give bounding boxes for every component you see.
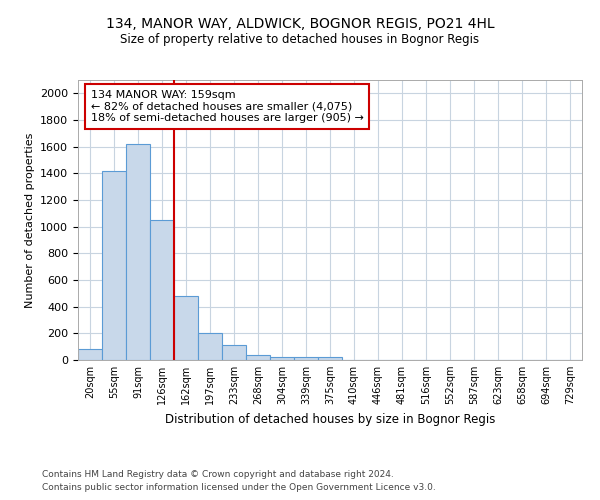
Bar [78, 350, 102, 360]
Bar [126, 144, 150, 360]
Text: Contains public sector information licensed under the Open Government Licence v3: Contains public sector information licen… [42, 482, 436, 492]
Bar [198, 334, 222, 360]
Y-axis label: Number of detached properties: Number of detached properties [25, 132, 35, 308]
Bar [294, 358, 318, 360]
Bar [318, 358, 342, 360]
Text: Contains HM Land Registry data © Crown copyright and database right 2024.: Contains HM Land Registry data © Crown c… [42, 470, 394, 479]
Text: 134, MANOR WAY, ALDWICK, BOGNOR REGIS, PO21 4HL: 134, MANOR WAY, ALDWICK, BOGNOR REGIS, P… [106, 18, 494, 32]
Bar [174, 296, 198, 360]
Bar [222, 346, 246, 360]
X-axis label: Distribution of detached houses by size in Bognor Regis: Distribution of detached houses by size … [165, 412, 495, 426]
Bar [102, 170, 126, 360]
Text: 134 MANOR WAY: 159sqm
← 82% of detached houses are smaller (4,075)
18% of semi-d: 134 MANOR WAY: 159sqm ← 82% of detached … [91, 90, 364, 123]
Text: Size of property relative to detached houses in Bognor Regis: Size of property relative to detached ho… [121, 32, 479, 46]
Bar [150, 220, 174, 360]
Bar [246, 354, 270, 360]
Bar [270, 358, 294, 360]
